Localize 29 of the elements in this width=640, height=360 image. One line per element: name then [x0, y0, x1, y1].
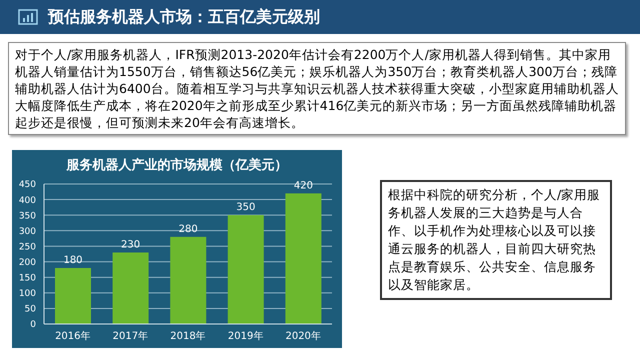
- bar: [228, 215, 264, 324]
- y-tick-label: 150: [18, 274, 36, 284]
- y-tick-label: 300: [18, 226, 36, 237]
- y-tick-label: 0: [30, 320, 36, 330]
- bar: [112, 252, 149, 324]
- data-label: 350: [236, 202, 256, 214]
- text: 根据中科院的研究分析，个人/家用服务机器人发展的三大趋势是与人合作、以手机作为处理核心以及可以接通云服务的机器人，目前四大研究热点是教育娱乐、公共安全、信息服务以及智能家居。: [380, 180, 612, 300]
- text: 对于个人/家用服务机器人，IFR预测2013-2020年估计会有2200万个人/家用机器人得到销售。其中家用机器人销量估计为1550万台，销售额达56亿美元；娱乐机器人为350万台；教育类机器人300万台；残障辅助机器人估计为6400台。随着相互学习与共享知识云机器人技术获得重大突破，小型家庭用辅助机器人大幅度降低生产成本，将在2020年之前形成至少累计416亿美元的新兴市场；另一方面虽然残障辅助机器起步还是很慢，但可预测未来20年会有高速增长。: [8, 42, 626, 135]
- x-tick-label: 2019年: [228, 330, 264, 342]
- chart-subtitle: 服务机器人产业的市场规模（亿美元）: [65, 156, 288, 175]
- y-tick-label: 50: [24, 304, 36, 315]
- data-label: 420: [294, 180, 313, 192]
- y-tick-label: 450: [18, 180, 36, 190]
- data-label: 280: [178, 224, 198, 235]
- data-label: 230: [121, 239, 140, 250]
- bar: [285, 193, 322, 324]
- x-tick-label: 2018年: [170, 330, 206, 342]
- y-tick-label: 100: [18, 289, 36, 300]
- x-tick-label: 2016年: [55, 330, 91, 342]
- bar: [55, 268, 91, 324]
- y-tick-label: 200: [18, 258, 36, 268]
- bar: [170, 236, 206, 324]
- y-tick-label: 250: [18, 242, 36, 252]
- y-tick-label: 400: [18, 196, 36, 206]
- y-tick-label: 350: [18, 211, 36, 222]
- x-tick-label: 2017年: [112, 330, 148, 342]
- x-tick-label: 2020年: [285, 330, 321, 342]
- chart-title: 预估服务机器人市场：五百亿美元级别: [48, 6, 320, 28]
- data-label: 180: [63, 255, 83, 266]
